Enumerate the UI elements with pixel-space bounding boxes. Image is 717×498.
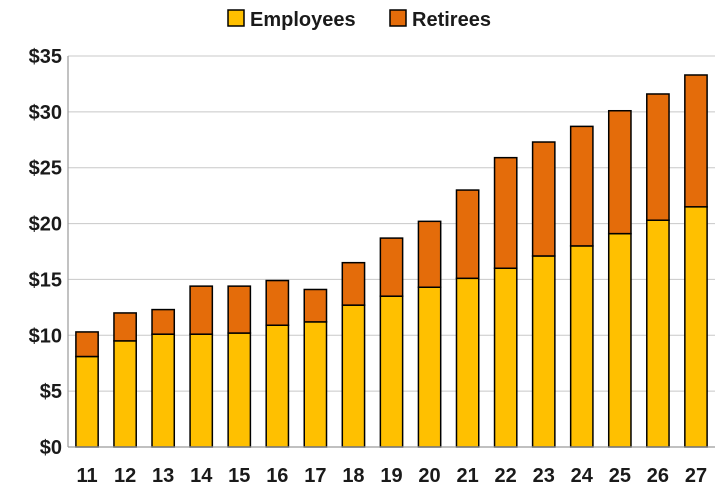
x-tick-label: 12 — [114, 465, 136, 487]
x-tick-label: 16 — [266, 465, 288, 487]
bar-employees-25 — [607, 232, 632, 448]
bar-retirees-18 — [341, 261, 366, 306]
y-tick-label: $0 — [40, 437, 62, 459]
bar-retirees-24 — [569, 125, 594, 247]
bar-employees-24 — [569, 245, 594, 448]
bar-retirees-22 — [493, 156, 518, 270]
bar-employees-23 — [531, 255, 556, 448]
bar-employees-22 — [493, 267, 518, 448]
bar-employees-13 — [151, 333, 176, 448]
x-tick-label: 18 — [342, 465, 364, 487]
bar-retirees-20 — [417, 220, 442, 288]
bar-retirees-27 — [684, 74, 708, 208]
bar-employees-12 — [113, 340, 137, 448]
x-tick-label: 19 — [380, 465, 402, 487]
x-tick-label: 24 — [571, 465, 594, 487]
x-tick-label: 15 — [228, 465, 250, 487]
bar-retirees-25 — [607, 109, 632, 235]
bar-retirees-19 — [379, 237, 404, 297]
y-tick-label: $15 — [29, 269, 62, 291]
legend-label-employees: Employees — [250, 9, 356, 31]
bars — [75, 74, 708, 448]
x-tick-label: 23 — [533, 465, 555, 487]
legend: Employees Retirees — [227, 9, 491, 31]
bar-retirees-11 — [75, 331, 99, 358]
bar-employees-14 — [189, 333, 214, 448]
bar-employees-21 — [455, 277, 480, 448]
bar-retirees-12 — [113, 312, 137, 342]
y-tick-label: $20 — [29, 214, 62, 236]
x-tick-labels: 11 12 13 14 15 16 17 18 19 20 21 22 23 24 25 26 27 — [76, 465, 707, 487]
x-tick-label: 20 — [418, 465, 440, 487]
bar-employees-15 — [227, 332, 252, 448]
legend-label-retirees: Retirees — [412, 9, 491, 31]
x-tick-label: 25 — [609, 465, 631, 487]
x-tick-label: 14 — [190, 465, 213, 487]
bar-employees-26 — [646, 219, 670, 448]
bar-employees-19 — [379, 295, 404, 448]
bar-employees-11 — [75, 355, 99, 448]
x-tick-label: 13 — [152, 465, 174, 487]
x-tick-label: 22 — [495, 465, 517, 487]
bar-retirees-23 — [531, 141, 556, 257]
y-tick-label: $25 — [29, 158, 62, 180]
bar-retirees-17 — [303, 288, 328, 323]
x-tick-label: 11 — [76, 465, 97, 487]
bar-retirees-15 — [227, 285, 252, 334]
y-tick-label: $5 — [40, 381, 62, 403]
bar-retirees-26 — [646, 93, 670, 221]
x-tick-label: 26 — [647, 465, 669, 487]
x-tick-label: 17 — [304, 465, 326, 487]
legend-swatch-employees — [227, 9, 245, 27]
bar-employees-16 — [265, 324, 290, 448]
bar-retirees-13 — [151, 308, 176, 335]
axes — [67, 56, 715, 448]
bar-employees-17 — [303, 321, 328, 448]
x-tick-label: 27 — [685, 465, 707, 487]
bar-employees-20 — [417, 286, 442, 448]
y-tick-label: $30 — [29, 102, 62, 124]
x-tick-label: 21 — [456, 465, 478, 487]
bar-employees-27 — [684, 206, 708, 448]
y-tick-label: $10 — [29, 325, 62, 347]
y-tick-labels: $0 $5 $10 $15 $20 $25 $30 $35 — [29, 46, 62, 459]
y-tick-label: $35 — [29, 46, 62, 68]
bar-retirees-21 — [455, 189, 480, 280]
legend-swatch-retirees — [389, 9, 407, 27]
bar-employees-18 — [341, 304, 366, 448]
bar-retirees-14 — [189, 285, 214, 335]
bar-retirees-16 — [265, 279, 290, 326]
